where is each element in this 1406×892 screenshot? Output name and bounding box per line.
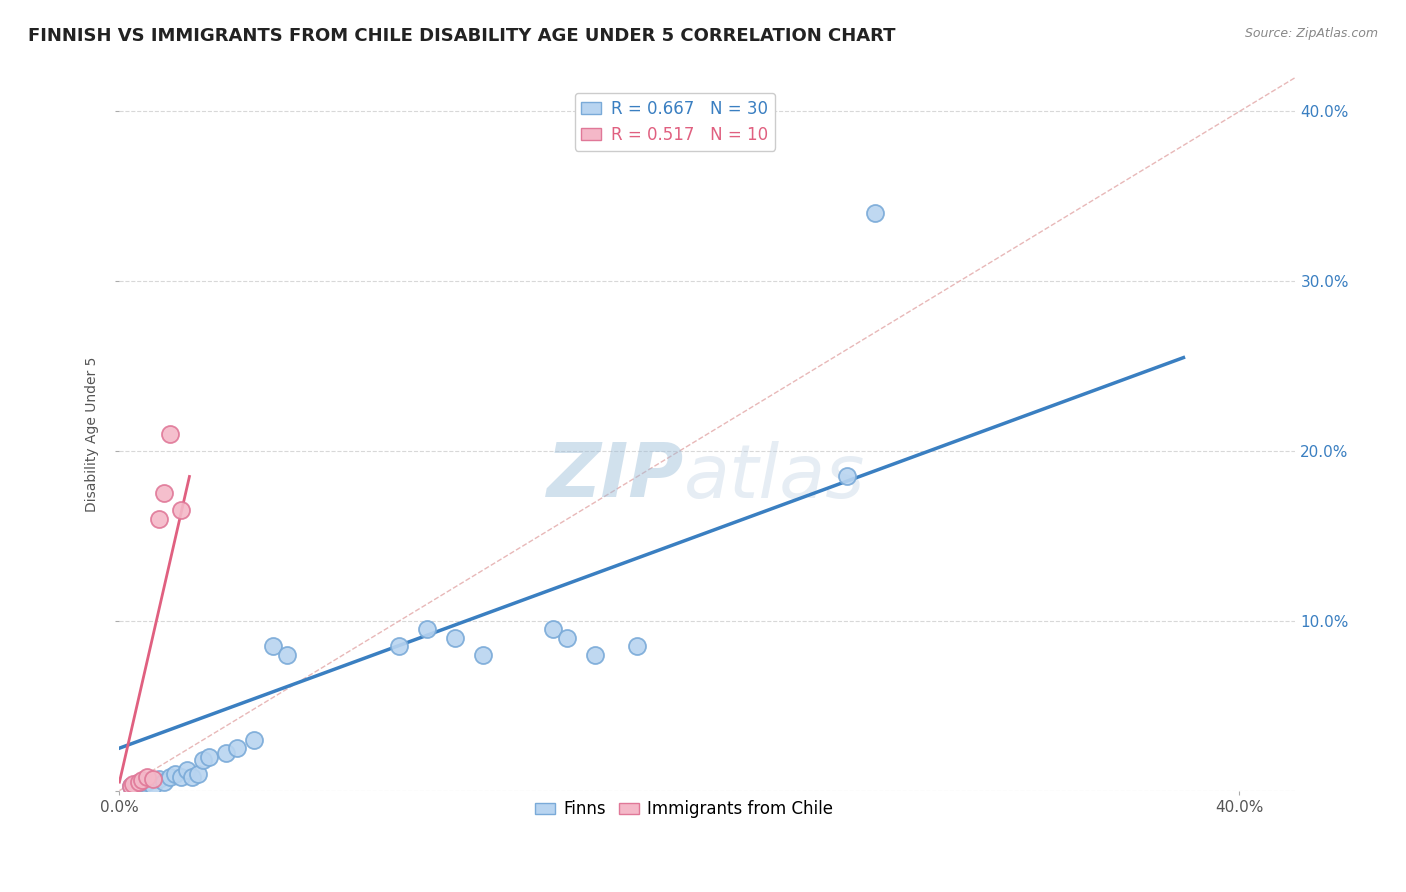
Point — [142, 779, 165, 793]
Legend: Finns, Immigrants from Chile: Finns, Immigrants from Chile — [527, 794, 839, 825]
Text: FINNISH VS IMMIGRANTS FROM CHILE DISABILITY AGE UNDER 5 CORRELATION CHART: FINNISH VS IMMIGRANTS FROM CHILE DISABIL… — [28, 27, 896, 45]
Point — [170, 770, 193, 784]
Point — [472, 648, 495, 662]
Point — [136, 770, 159, 784]
Point — [128, 775, 150, 789]
Point — [131, 775, 153, 789]
Point — [148, 512, 170, 526]
Point — [243, 732, 266, 747]
Text: Source: ZipAtlas.com: Source: ZipAtlas.com — [1244, 27, 1378, 40]
Point — [187, 766, 209, 780]
Point — [122, 777, 145, 791]
Point — [557, 631, 579, 645]
Point — [262, 640, 284, 654]
Point — [837, 469, 859, 483]
Point — [181, 770, 204, 784]
Point — [543, 622, 565, 636]
Point — [416, 622, 439, 636]
Y-axis label: Disability Age Under 5: Disability Age Under 5 — [86, 356, 100, 512]
Point — [136, 775, 159, 789]
Point — [153, 775, 176, 789]
Point — [159, 427, 181, 442]
Point — [125, 777, 148, 791]
Point — [226, 741, 249, 756]
Point — [585, 648, 607, 662]
Point — [148, 772, 170, 786]
Point — [153, 486, 176, 500]
Point — [388, 640, 411, 654]
Point — [193, 753, 215, 767]
Point — [120, 779, 142, 793]
Point — [198, 749, 221, 764]
Text: atlas: atlas — [683, 441, 865, 513]
Point — [165, 766, 187, 780]
Point — [170, 503, 193, 517]
Point — [176, 763, 198, 777]
Point — [444, 631, 467, 645]
Point — [626, 640, 648, 654]
Point — [120, 779, 142, 793]
Point — [865, 206, 887, 220]
Point — [159, 770, 181, 784]
Text: ZIP: ZIP — [547, 441, 683, 513]
Point — [276, 648, 298, 662]
Point — [215, 746, 238, 760]
Point — [142, 772, 165, 786]
Point — [131, 773, 153, 788]
